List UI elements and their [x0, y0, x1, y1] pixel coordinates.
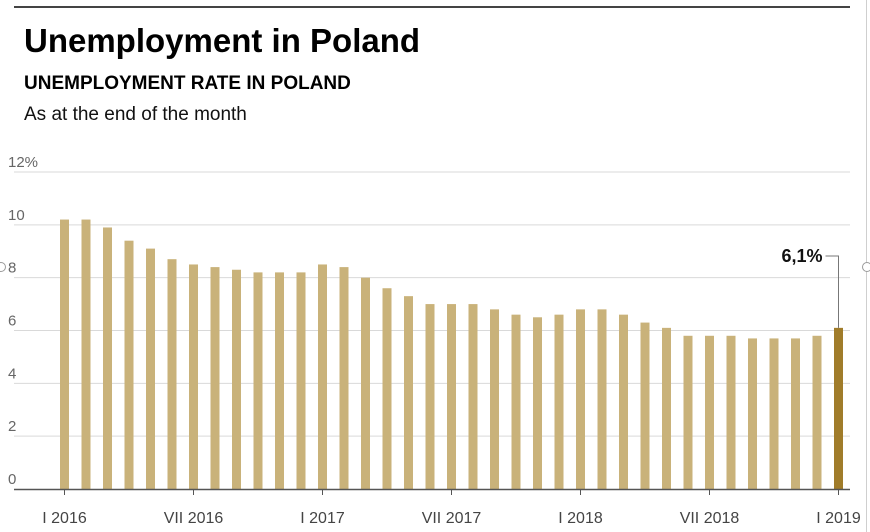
annotation-leader-line	[825, 255, 839, 328]
bar	[791, 338, 800, 489]
bar	[619, 314, 628, 489]
bar	[769, 338, 779, 489]
bar	[382, 288, 392, 489]
annotation: 6,1%	[781, 246, 839, 328]
bar	[425, 304, 435, 489]
bar	[232, 269, 241, 489]
y-tick-label: 10	[8, 207, 25, 224]
bar	[576, 309, 585, 489]
y-tick-label: 4	[8, 365, 16, 382]
x-tick-label: I 2017	[300, 510, 345, 527]
resize-handle-right[interactable]	[862, 262, 870, 272]
top-rule	[14, 6, 850, 8]
y-tick-label: 2	[8, 418, 16, 435]
annotation-label: 6,1%	[781, 246, 822, 266]
bar	[490, 309, 499, 489]
bar	[597, 309, 607, 489]
bar	[468, 304, 478, 489]
bar	[834, 327, 843, 489]
bars	[60, 219, 843, 490]
bar	[705, 335, 714, 489]
y-tick-label: 6	[8, 313, 16, 330]
x-axis: I 2016 VII 2016 I 2017 VII 2017 I 2018 VII 20…	[14, 488, 861, 527]
bar	[726, 335, 736, 489]
x-tick-label: VII 2018	[680, 510, 740, 527]
bar	[533, 317, 542, 489]
y-tick-label: 12%	[8, 154, 38, 171]
chart-subtitle: UNEMPLOYMENT RATE IN POLAND	[24, 73, 351, 94]
bar	[103, 227, 112, 489]
x-tick-label: I 2019	[816, 510, 861, 527]
x-tick-label: VII 2016	[164, 510, 224, 527]
bar	[339, 267, 349, 489]
bar	[275, 272, 284, 489]
bar	[812, 335, 822, 489]
bar	[683, 335, 693, 489]
bar	[210, 267, 220, 489]
bar	[167, 259, 177, 489]
bar	[124, 240, 134, 489]
bar	[60, 219, 69, 490]
y-tick-label: 8	[8, 260, 16, 277]
bar	[318, 264, 327, 489]
resize-handle-left[interactable]	[0, 262, 6, 272]
y-axis-ticks: 0 2 4 6 8 10 12%	[8, 154, 38, 488]
x-tick-label: I 2018	[558, 510, 603, 527]
bar	[748, 338, 757, 489]
x-tick-label: VII 2017	[422, 510, 482, 527]
bar	[662, 327, 671, 489]
y-tick-label: 0	[8, 471, 16, 488]
bar	[361, 277, 370, 489]
bar	[189, 264, 198, 489]
bar	[554, 314, 564, 489]
bar	[511, 314, 521, 489]
bar	[81, 219, 91, 490]
chart-title: Unemployment in Poland	[24, 22, 421, 59]
x-tick-label: I 2016	[42, 510, 87, 527]
bar	[146, 248, 155, 489]
bar	[404, 296, 413, 489]
bar	[640, 322, 650, 489]
bar	[253, 272, 263, 489]
bar	[296, 272, 306, 489]
chart-note: As at the end of the month	[24, 104, 247, 125]
bar	[447, 304, 456, 489]
